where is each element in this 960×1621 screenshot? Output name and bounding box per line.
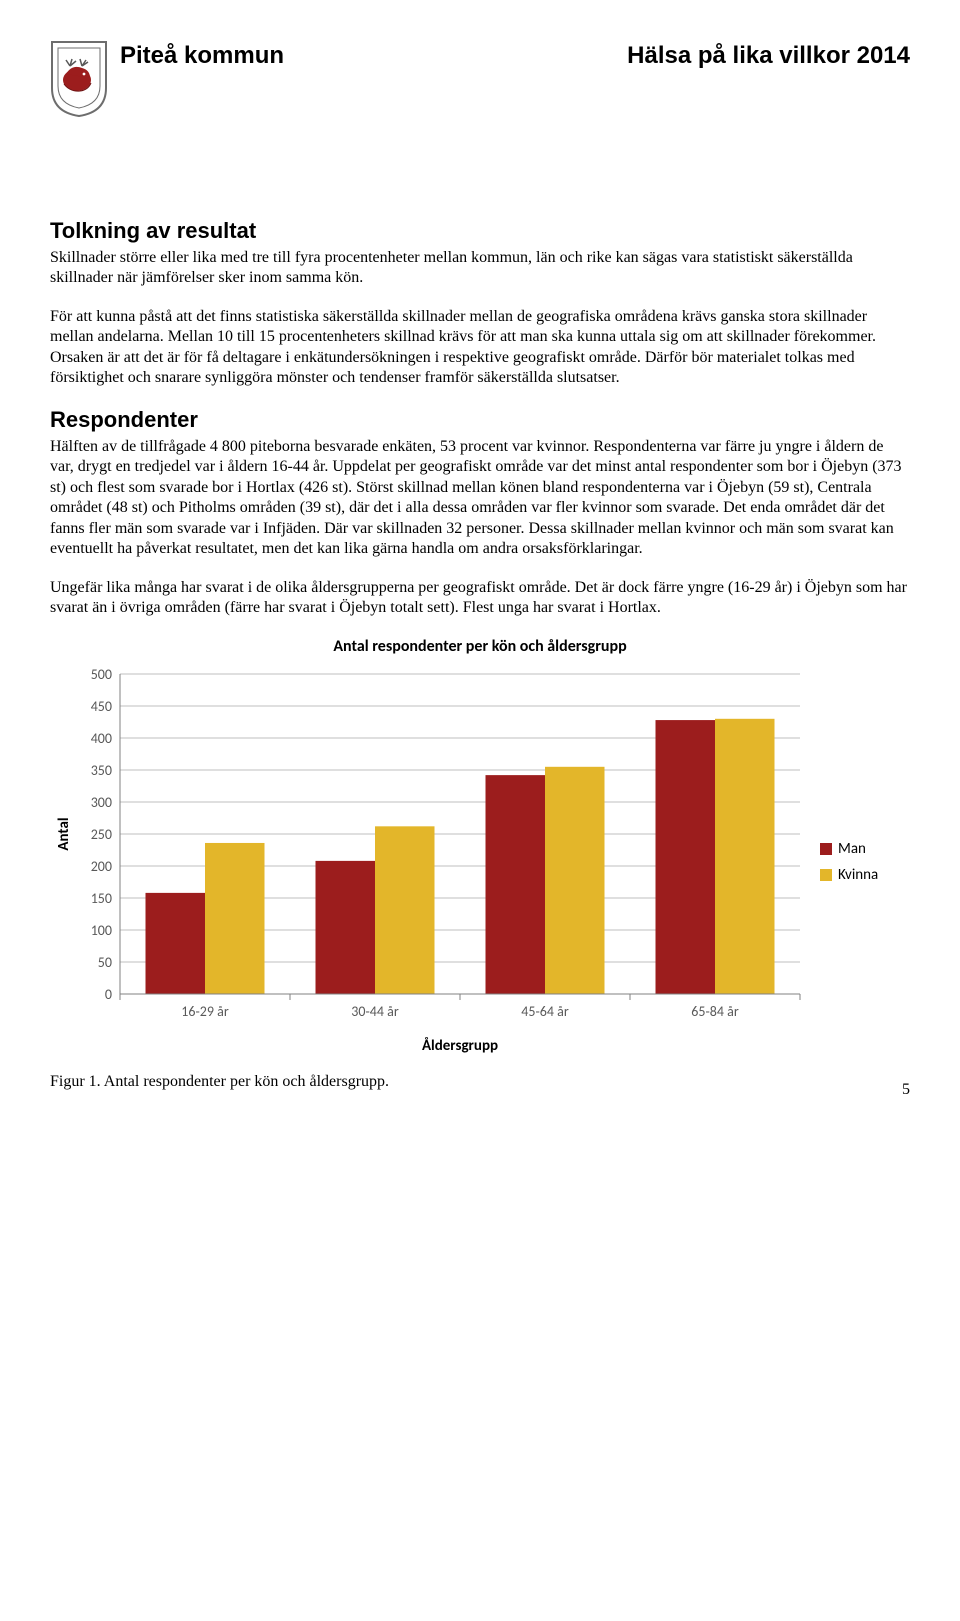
legend-item-kvinna: Kvinna bbox=[820, 866, 910, 884]
chart-legend: Man Kvinna bbox=[812, 840, 910, 892]
report-title: Hälsa på lika villkor 2014 bbox=[627, 42, 910, 70]
municipality-name: Piteå kommun bbox=[120, 42, 284, 70]
svg-text:50: 50 bbox=[98, 954, 112, 971]
legend-label-kvinna: Kvinna bbox=[838, 866, 878, 884]
svg-text:Antal: Antal bbox=[55, 817, 73, 850]
svg-text:30-44 år: 30-44 år bbox=[351, 1003, 399, 1020]
svg-text:0: 0 bbox=[105, 986, 112, 1003]
tolkning-p2: För att kunna påstå att det finns statis… bbox=[50, 307, 910, 389]
svg-text:350: 350 bbox=[91, 762, 112, 779]
svg-text:Åldersgrupp: Åldersgrupp bbox=[422, 1036, 498, 1055]
svg-text:45-64 år: 45-64 år bbox=[521, 1003, 569, 1020]
page: Piteå kommun Hälsa på lika villkor 2014 … bbox=[0, 0, 960, 1121]
page-header: Piteå kommun Hälsa på lika villkor 2014 bbox=[50, 40, 910, 118]
svg-text:300: 300 bbox=[91, 794, 112, 811]
tolkning-p1: Skillnader större eller lika med tre til… bbox=[50, 248, 910, 289]
svg-text:16-29 år: 16-29 år bbox=[181, 1003, 229, 1020]
svg-text:500: 500 bbox=[91, 666, 112, 683]
chart-title: Antal respondenter per kön och åldersgru… bbox=[50, 637, 910, 656]
chart-svg-box: 0 50 100 150 200 250 300 350 400 450 500 16-29 år 30… bbox=[50, 664, 812, 1069]
municipal-crest-icon bbox=[50, 40, 108, 118]
legend-item-man: Man bbox=[820, 840, 910, 858]
chart-area: 0 50 100 150 200 250 300 350 400 450 500 16-29 år 30… bbox=[50, 664, 910, 1069]
svg-text:400: 400 bbox=[91, 730, 112, 747]
svg-text:450: 450 bbox=[91, 698, 112, 715]
legend-label-man: Man bbox=[838, 840, 866, 858]
svg-text:65-84 år: 65-84 år bbox=[691, 1003, 739, 1020]
svg-text:150: 150 bbox=[91, 890, 112, 907]
section-heading-tolkning: Tolkning av resultat bbox=[50, 218, 910, 244]
section-heading-respondenter: Respondenter bbox=[50, 407, 910, 433]
svg-text:100: 100 bbox=[91, 922, 112, 939]
respondenter-p1: Hälften av de tillfrågade 4 800 piteborn… bbox=[50, 437, 910, 560]
figure-caption: Figur 1. Antal respondenter per kön och … bbox=[50, 1073, 910, 1091]
svg-text:200: 200 bbox=[91, 858, 112, 875]
chart-container: Antal respondenter per kön och åldersgru… bbox=[50, 637, 910, 1091]
respondenter-p2: Ungefär lika många har svarat i de olika… bbox=[50, 578, 910, 619]
page-number: 5 bbox=[902, 1081, 910, 1099]
legend-swatch-kvinna bbox=[820, 869, 832, 881]
header-left: Piteå kommun bbox=[50, 40, 284, 118]
bar-chart: 0 50 100 150 200 250 300 350 400 450 500 16-29 år 30… bbox=[50, 664, 810, 1064]
svg-text:250: 250 bbox=[91, 826, 112, 843]
legend-swatch-man bbox=[820, 843, 832, 855]
